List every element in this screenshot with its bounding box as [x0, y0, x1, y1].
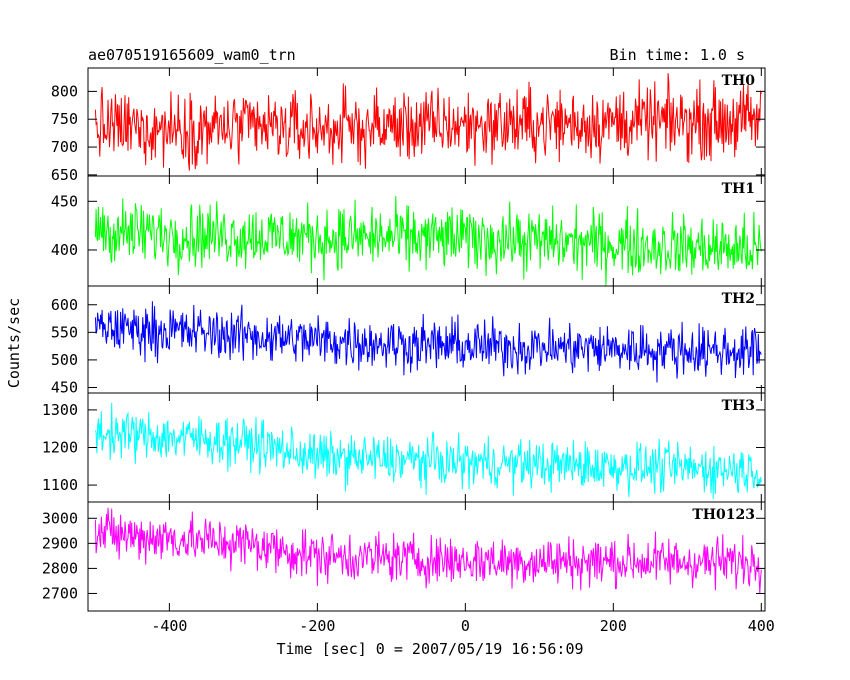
- panel-label-th1: TH1: [722, 181, 755, 197]
- x-axis-label: Time [sec] 0 = 2007/05/19 16:56:09: [276, 640, 583, 658]
- y-axis-label: Counts/sec: [5, 298, 23, 388]
- x-tick-label: -400: [151, 617, 187, 635]
- y-tick-label: 2700: [42, 584, 78, 602]
- y-tick-label: 650: [51, 166, 78, 184]
- y-tick-label: 800: [51, 82, 78, 100]
- series-line-th3: [94, 402, 762, 500]
- y-tick-label: 450: [51, 192, 78, 210]
- panels-group: 650 700 750 800 TH0 400 450 TH1 450 500 550 600 TH2 1…: [42, 67, 775, 635]
- y-tick-label: 700: [51, 138, 78, 156]
- x-tick-label: 400: [748, 617, 775, 635]
- y-tick-label: 750: [51, 110, 78, 128]
- y-tick-label: 600: [51, 296, 78, 314]
- series-line-th2: [94, 301, 762, 383]
- series-line-th1: [94, 195, 762, 287]
- y-tick-label: 1200: [42, 439, 78, 457]
- y-tick-label: 1100: [42, 476, 78, 494]
- panel-label-th0: TH0: [722, 73, 756, 89]
- y-tick-label: 450: [51, 378, 78, 396]
- y-tick-label: 550: [51, 323, 78, 341]
- y-tick-label: 400: [51, 241, 78, 259]
- x-tick-label: -200: [299, 617, 335, 635]
- y-tick-label: 500: [51, 351, 78, 369]
- panel-label-th2: TH2: [722, 291, 755, 307]
- y-tick-label: 2800: [42, 559, 78, 577]
- series-line-th0123: [94, 507, 762, 594]
- x-tick-label: 200: [600, 617, 627, 635]
- series-line-th0: [94, 73, 762, 171]
- panel-frame-th0123: [87, 501, 766, 612]
- x-tick-label: 0: [461, 617, 470, 635]
- chart-title-right: Bin time: 1.0 s: [610, 46, 745, 64]
- panel-label-th3: TH3: [722, 398, 755, 414]
- chart-title-left: ae070519165609_wam0_trn: [88, 46, 296, 64]
- y-tick-label: 3000: [42, 509, 78, 527]
- y-tick-label: 1300: [42, 401, 78, 419]
- panel-label-th0123: TH0123: [692, 507, 755, 523]
- y-tick-label: 2900: [42, 534, 78, 552]
